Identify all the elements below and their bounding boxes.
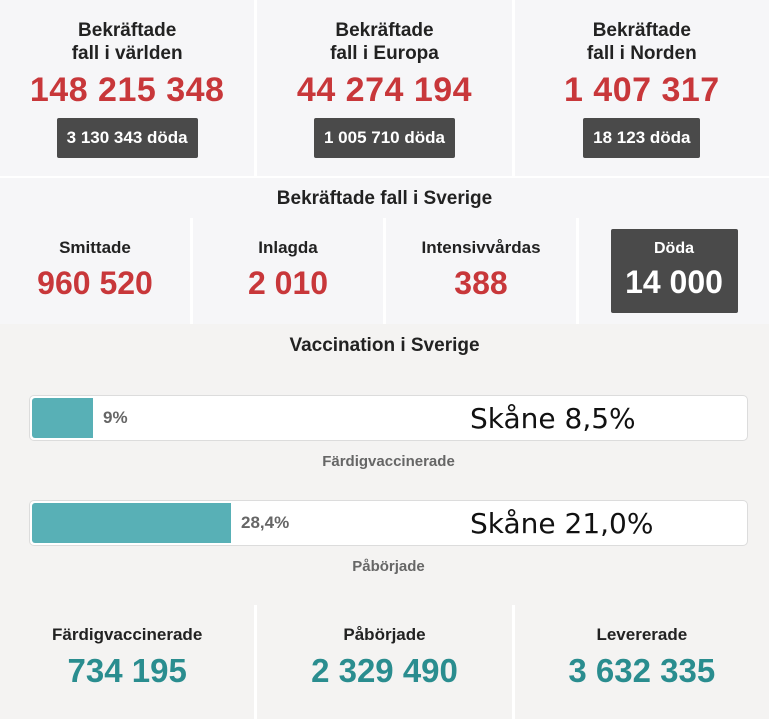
vaccination-progress-area: 9% Skåne 8,5% Färdigvaccinerade 28,4% Sk… xyxy=(0,368,769,605)
sweden-stats-row: Smittade 960 520 Inlagda 2 010 Intensivv… xyxy=(0,218,769,324)
vaccination-totals-row: Färdigvaccinerade 734 195 Påbörjade 2 32… xyxy=(0,605,769,719)
total-fully-vaccinated: Färdigvaccinerade 734 195 xyxy=(0,605,255,719)
progress-bar-track: 9% Skåne 8,5% xyxy=(29,395,748,441)
nordic-title-line2: fall i Norden xyxy=(586,43,697,64)
world-cell-world: Bekräftade fall i världen 148 215 348 3 … xyxy=(0,0,255,176)
sweden-stat-deaths-cell: Döda 14 000 xyxy=(579,218,769,324)
nordic-title-line1: Bekräftade xyxy=(592,20,691,41)
total-started: Påbörjade 2 329 490 xyxy=(257,605,512,719)
progress-percent: 28,4% xyxy=(241,513,290,532)
europe-cases: 44 274 194 xyxy=(296,71,473,109)
nordic-cell-title: Bekräftade fall i Norden xyxy=(515,19,769,65)
world-title-line2: fall i världen xyxy=(71,43,183,64)
deaths-label: Döda xyxy=(654,240,694,257)
stat-label: Smittade xyxy=(59,238,131,257)
sweden-deaths-box: Döda 14 000 xyxy=(610,229,738,313)
deaths-value: 14 000 xyxy=(625,264,723,300)
progress-percent: 9% xyxy=(103,408,128,427)
sweden-stat-icu: Intensivvårdas 388 xyxy=(386,218,576,324)
world-cell-nordic: Bekräftade fall i Norden 1 407 317 18 12… xyxy=(514,0,769,176)
vaccination-heading: Vaccination i Sverige xyxy=(0,324,769,368)
progress-bar-track: 28,4% Skåne 21,0% xyxy=(29,500,748,546)
progress-bar-fill xyxy=(32,398,93,438)
region-note: Skåne 21,0% xyxy=(470,507,654,540)
sweden-stat-infected: Smittade 960 520 xyxy=(0,218,190,324)
total-delivered: Levererade 3 632 335 xyxy=(514,605,769,719)
world-cell-title: Bekräftade fall i världen xyxy=(0,19,254,65)
total-value: 2 329 490 xyxy=(311,652,458,689)
progress-started: 28,4% Skåne 21,0% Påbörjade xyxy=(29,500,748,575)
progress-caption: Färdigvaccinerade xyxy=(322,453,455,470)
progress-caption: Påbörjade xyxy=(352,558,425,575)
stat-label: Inlagda xyxy=(258,238,318,257)
total-value: 734 195 xyxy=(67,652,187,689)
stat-label: Intensivvårdas xyxy=(421,238,541,257)
progress-fully-vaccinated: 9% Skåne 8,5% Färdigvaccinerade xyxy=(29,395,748,470)
progress-bar-fill xyxy=(32,503,231,543)
europe-cell-title: Bekräftade fall i Europa xyxy=(257,19,511,65)
world-deaths-badge: 3 130 343 döda xyxy=(56,118,198,158)
total-label: Färdigvaccinerade xyxy=(52,625,203,644)
stat-value: 2 010 xyxy=(247,265,329,301)
total-value: 3 632 335 xyxy=(568,652,716,689)
sweden-heading: Bekräftade fall i Sverige xyxy=(0,178,769,218)
europe-title-line2: fall i Europa xyxy=(330,43,439,64)
world-title-line1: Bekräftade xyxy=(78,20,177,41)
sweden-stat-hospitalized: Inlagda 2 010 xyxy=(193,218,383,324)
nordic-cases: 1 407 317 xyxy=(563,71,720,109)
total-label: Påbörjade xyxy=(343,625,426,644)
total-label: Levererade xyxy=(596,625,688,644)
stat-value: 388 xyxy=(454,265,508,301)
world-stats-row: Bekräftade fall i världen 148 215 348 3 … xyxy=(0,0,769,176)
world-cases: 148 215 348 xyxy=(29,71,225,109)
europe-title-line1: Bekräftade xyxy=(335,20,434,41)
europe-deaths-badge: 1 005 710 döda xyxy=(314,118,455,158)
world-cell-europe: Bekräftade fall i Europa 44 274 194 1 00… xyxy=(257,0,512,176)
stat-value: 960 520 xyxy=(37,265,153,301)
nordic-deaths-badge: 18 123 döda xyxy=(583,118,701,158)
region-note: Skåne 8,5% xyxy=(470,402,636,435)
